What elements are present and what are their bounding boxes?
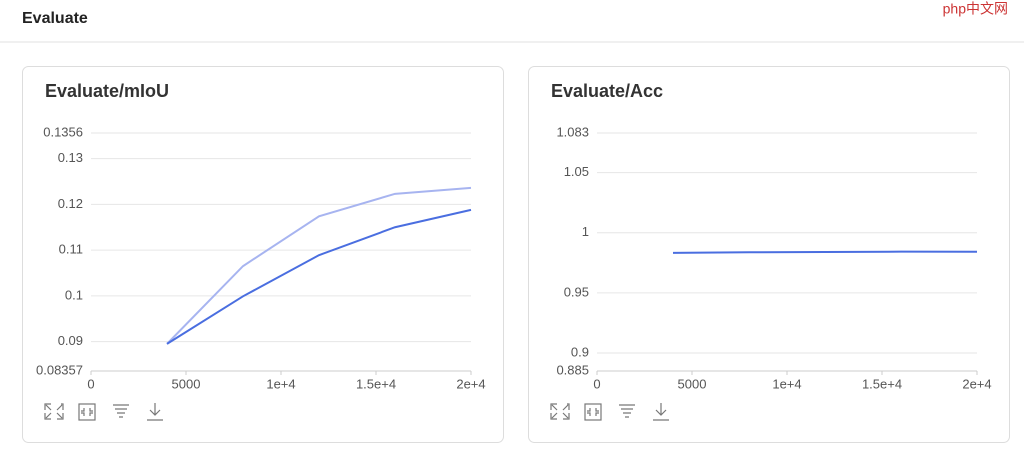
x-tick-label: 1e+4 <box>266 376 295 391</box>
panel <box>22 66 504 443</box>
y-tick-label: 0.08357 <box>36 362 83 377</box>
y-tick-label: 0.95 <box>564 284 589 299</box>
x-tick-label: 2e+4 <box>962 376 991 391</box>
x-tick-label: 1.5e+4 <box>862 376 902 391</box>
panel <box>528 66 1010 443</box>
fit-icon[interactable] <box>78 403 96 421</box>
chart-title: Evaluate/mIoU <box>45 81 169 101</box>
header-title: Evaluate <box>22 10 88 27</box>
download-icon[interactable] <box>147 403 163 421</box>
y-tick-label: 0.1356 <box>43 124 83 139</box>
expand-icon[interactable] <box>44 403 64 420</box>
download-icon[interactable] <box>653 403 669 421</box>
y-tick-label: 0.9 <box>571 344 589 359</box>
fit-icon[interactable] <box>584 403 602 421</box>
filter-icon[interactable] <box>619 404 635 418</box>
y-tick-label: 0.13 <box>58 150 83 165</box>
x-tick-label: 0 <box>87 376 94 391</box>
x-tick-label: 5000 <box>678 376 707 391</box>
filter-icon[interactable] <box>113 404 129 418</box>
chart-title: Evaluate/Acc <box>551 81 663 101</box>
series-line <box>672 250 978 254</box>
x-tick-label: 0 <box>593 376 600 391</box>
series-line <box>166 208 472 345</box>
y-tick-label: 1 <box>582 224 589 239</box>
expand-icon[interactable] <box>550 403 570 420</box>
y-tick-label: 0.1 <box>65 287 83 302</box>
watermark: php中文网 <box>943 1 1008 17</box>
x-tick-label: 1.5e+4 <box>356 376 396 391</box>
series-line <box>166 186 472 345</box>
x-tick-label: 2e+4 <box>456 376 485 391</box>
y-tick-label: 0.09 <box>58 333 83 348</box>
x-tick-label: 1e+4 <box>772 376 801 391</box>
y-tick-label: 1.083 <box>556 124 589 139</box>
y-tick-label: 0.12 <box>58 196 83 211</box>
y-tick-label: 1.05 <box>564 164 589 179</box>
toolbar <box>550 403 669 421</box>
toolbar <box>44 403 163 421</box>
y-tick-label: 0.11 <box>59 242 83 257</box>
x-tick-label: 5000 <box>172 376 201 391</box>
y-tick-label: 0.885 <box>556 362 589 377</box>
